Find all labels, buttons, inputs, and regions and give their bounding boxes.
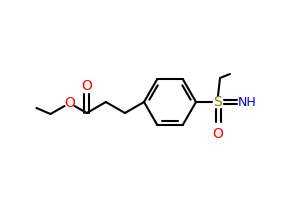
Text: O: O (64, 96, 75, 110)
Text: O: O (213, 127, 224, 141)
Text: O: O (81, 79, 92, 93)
Text: NH: NH (238, 96, 256, 108)
Text: S: S (214, 95, 222, 109)
